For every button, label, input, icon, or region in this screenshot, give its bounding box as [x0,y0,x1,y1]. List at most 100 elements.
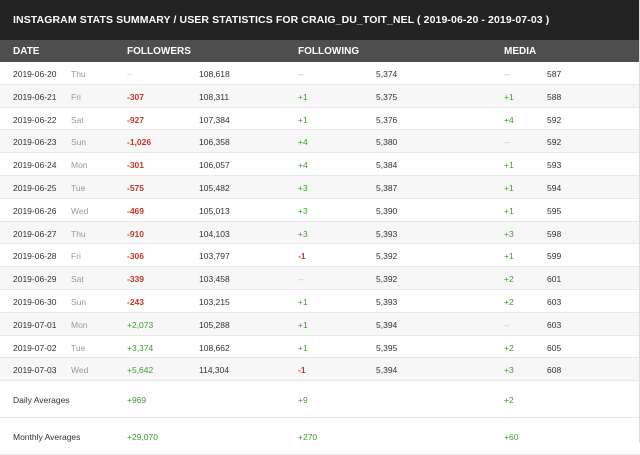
table-row: 2019-07-01 Mon +2,073 105,288 +1 5,394 -- 603 [0,312,640,336]
following-count-cell: 5,394 [376,365,398,376]
column-header-followers[interactable]: FOLLOWERS [127,46,191,57]
media-count-cell: 598 [547,228,562,239]
followers-count-cell: 105,482 [199,182,230,193]
table-body: 2019-06-20 Thu -- 108,618 -- 5,374 -- 587 2019-0… [0,62,640,382]
weekday-cell: Thu [71,228,86,239]
media-count-cell: 592 [547,137,562,148]
summary-media: +60 [504,432,519,443]
following-count-cell: 5,394 [376,319,398,330]
followers-count-cell: 105,013 [199,205,230,216]
media-change-cell: +1 [504,205,514,216]
media-count-cell: 594 [547,182,562,193]
weekday-cell: Thu [71,69,86,79]
date-cell: 2019-07-01 [13,319,57,330]
weekday-cell: Wed [71,205,89,216]
date-cell: 2019-06-26 [13,205,57,216]
following-count-cell: 5,375 [376,91,398,102]
following-count-cell: 5,393 [376,228,398,239]
weekday-cell: Fri [71,251,81,262]
following-change-cell: +3 [298,228,308,239]
weekday-cell: Sat [71,274,84,285]
followers-change-cell: -307 [127,91,145,102]
date-cell: 2019-06-23 [13,137,57,148]
date-cell: 2019-06-27 [13,228,57,239]
table-row: 2019-06-21 Fri -307 108,311 +1 5,375 +1 588 [0,84,640,108]
weekday-cell: Sun [71,137,87,148]
media-change-cell: -- [504,69,510,79]
table-row: 2019-06-27 Thu -910 104,103 +3 5,393 +3 598 [0,221,640,245]
table-row: 2019-07-02 Tue +3,374 108,662 +1 5,395 +2 605 [0,336,640,359]
following-change-cell: +1 [298,114,308,125]
followers-change-cell: -301 [127,160,145,171]
summary-followers: +29,070 [127,432,158,443]
media-change-cell: +2 [504,296,514,307]
media-change-cell: +1 [504,251,514,262]
media-count-cell: 593 [547,160,562,171]
date-cell: 2019-06-25 [13,182,57,193]
followers-change-cell: +3,374 [127,342,154,353]
table-row: 2019-06-20 Thu -- 108,618 -- 5,374 -- 587 [0,62,640,85]
followers-count-cell: 104,103 [199,228,230,239]
media-change-cell: +3 [504,365,514,376]
followers-count-cell: 108,311 [199,91,230,102]
following-count-cell: 5,390 [376,205,398,216]
table-row: 2019-06-29 Sat -339 103,458 -- 5,392 +2 601 [0,267,640,290]
followers-change-cell: -339 [127,274,145,285]
media-count-cell: 592 [547,114,562,125]
summary-label: Daily Averages [13,395,70,406]
media-count-cell: 603 [547,319,562,330]
media-change-cell: +1 [504,91,514,102]
media-count-cell: 608 [547,365,562,376]
followers-change-cell: -927 [127,114,145,125]
weekday-cell: Wed [71,365,89,376]
followers-change-cell: -575 [127,182,145,193]
following-change-cell: +1 [298,296,308,307]
followers-change-cell: -1,026 [127,137,152,148]
date-cell: 2019-06-30 [13,296,57,307]
media-count-cell: 595 [547,205,562,216]
following-change-cell: +4 [298,137,308,148]
summary-followers: +969 [127,395,147,406]
date-cell: 2019-06-24 [13,160,57,171]
table-row: 2019-06-23 Sun -1,026 106,358 +4 5,380 -- 592 [0,130,640,154]
following-count-cell: 5,387 [376,182,398,193]
column-header-media[interactable]: MEDIA [504,46,537,57]
column-header-following[interactable]: FOLLOWING [298,46,360,57]
followers-count-cell: 108,662 [199,342,230,353]
page-title-text: INSTAGRAM STATS SUMMARY / USER STATISTIC… [13,14,550,26]
monthly-averages-row: Monthly Averages +29,070 +270 +60 [0,418,640,455]
weekday-cell: Sun [71,296,87,307]
column-header-date[interactable]: DATE [13,46,40,57]
table-row: 2019-06-28 Fri -306 103,797 -1 5,392 +1 599 [0,244,640,268]
following-change-cell: -1 [298,365,306,376]
media-count-cell: 588 [547,91,562,102]
table-header: DATE FOLLOWERS FOLLOWING MEDIA [0,40,640,62]
following-count-cell: 5,392 [376,274,398,285]
weekday-cell: Mon [71,160,88,171]
followers-count-cell: 106,358 [199,137,230,148]
media-change-cell: +2 [504,274,514,285]
following-count-cell: 5,395 [376,342,398,353]
followers-change-cell: +2,073 [127,319,154,330]
following-count-cell: 5,393 [376,296,398,307]
media-change-cell: +2 [504,342,514,353]
media-change-cell: -- [504,319,510,330]
table-row: 2019-07-03 Wed +5,642 114,304 -1 5,394 +3 608 [0,358,640,382]
weekday-cell: Mon [71,319,88,330]
media-change-cell: +4 [504,114,514,125]
media-count-cell: 587 [547,69,562,79]
table-row: 2019-06-30 Sun -243 103,215 +1 5,393 +2 603 [0,290,640,313]
following-count-cell: 5,374 [376,69,398,79]
followers-change-cell: -243 [127,296,145,307]
followers-count-cell: 103,797 [199,251,230,262]
following-change-cell: +3 [298,205,308,216]
date-cell: 2019-06-20 [13,69,57,79]
following-change-cell: +3 [298,182,308,193]
weekday-cell: Sat [71,114,84,125]
following-change-cell: +4 [298,160,308,171]
table-row: 2019-06-26 Wed -469 105,013 +3 5,390 +1 595 [0,199,640,222]
date-cell: 2019-07-03 [13,365,57,376]
weekday-cell: Fri [71,91,81,102]
followers-count-cell: 106,057 [199,160,230,171]
summary-following: +270 [298,432,318,443]
